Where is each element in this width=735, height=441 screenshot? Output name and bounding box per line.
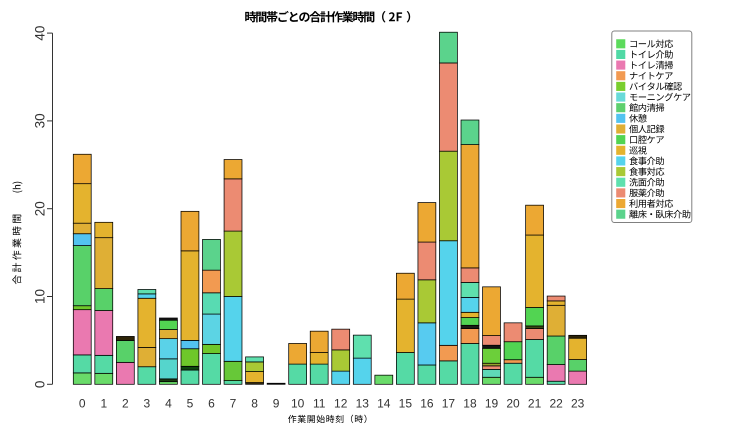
svg-text:20: 20: [506, 397, 520, 411]
svg-text:15: 15: [399, 397, 413, 411]
svg-text:40: 40: [33, 26, 48, 41]
svg-text:11: 11: [313, 397, 326, 411]
svg-text:10: 10: [33, 289, 48, 304]
svg-text:30: 30: [33, 113, 48, 128]
svg-text:9: 9: [273, 397, 280, 411]
svg-text:18: 18: [463, 397, 477, 411]
svg-text:23: 23: [571, 397, 585, 411]
svg-text:19: 19: [485, 397, 499, 411]
svg-text:21: 21: [528, 397, 542, 411]
svg-text:10: 10: [291, 397, 305, 411]
svg-text:8: 8: [251, 397, 258, 411]
svg-text:0: 0: [79, 397, 86, 411]
svg-text:22: 22: [549, 397, 563, 411]
svg-text:12: 12: [334, 397, 348, 411]
svg-text:17: 17: [442, 397, 456, 411]
svg-text:13: 13: [356, 397, 370, 411]
svg-text:6: 6: [208, 397, 215, 411]
svg-text:16: 16: [420, 397, 434, 411]
svg-text:2: 2: [122, 397, 129, 411]
svg-text:14: 14: [377, 397, 391, 411]
svg-text:4: 4: [165, 397, 172, 411]
svg-text:0: 0: [33, 381, 48, 389]
svg-text:1: 1: [100, 397, 107, 411]
svg-text:5: 5: [187, 397, 194, 411]
svg-text:20: 20: [33, 201, 48, 216]
svg-text:3: 3: [144, 397, 151, 411]
svg-text:7: 7: [230, 397, 237, 411]
